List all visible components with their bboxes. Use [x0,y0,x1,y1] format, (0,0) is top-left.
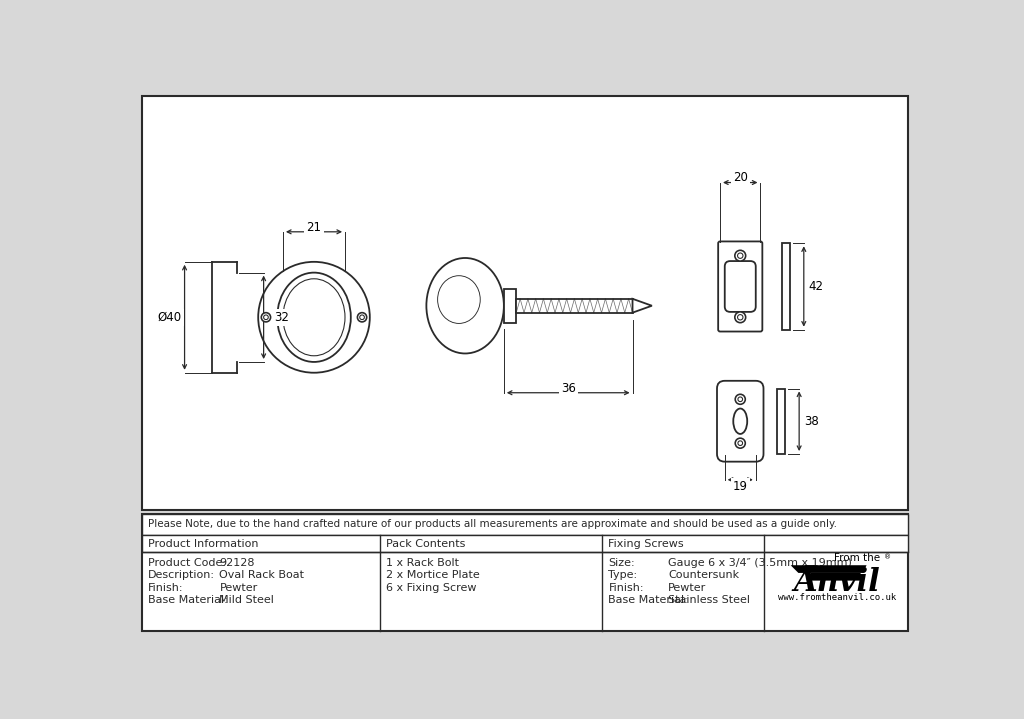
Circle shape [738,441,742,446]
Text: Oval Rack Boat: Oval Rack Boat [219,570,304,580]
Ellipse shape [437,275,480,324]
Bar [142,513,907,631]
Bar [516,299,633,313]
Circle shape [357,313,367,322]
Text: 19: 19 [733,480,748,493]
Circle shape [258,262,370,372]
Ellipse shape [278,273,351,362]
Circle shape [735,438,745,448]
Text: Please Note, due to the hand crafted nature of our products all measurements are: Please Note, due to the hand crafted nat… [148,519,838,529]
Text: Pack Contents: Pack Contents [386,539,466,549]
Bar [142,535,907,552]
Ellipse shape [426,258,504,354]
Text: 6 x Fixing Screw: 6 x Fixing Screw [386,582,476,592]
Text: 92128: 92128 [219,558,255,568]
Text: Stainless Steel: Stainless Steel [669,595,751,605]
Text: Countersunk: Countersunk [669,570,739,580]
Circle shape [735,250,745,261]
Circle shape [359,315,365,319]
Bar [504,289,516,323]
Text: 20: 20 [733,170,748,183]
Circle shape [737,253,743,258]
Text: Ø40: Ø40 [158,311,182,324]
Text: Description:: Description: [148,570,215,580]
Text: Product Information: Product Information [148,539,259,549]
Text: Product Code:: Product Code: [148,558,226,568]
Circle shape [735,394,745,404]
Text: 2 x Mortice Plate: 2 x Mortice Plate [386,570,480,580]
Text: 38: 38 [804,415,818,428]
Circle shape [737,315,743,320]
Text: Mild Steel: Mild Steel [219,595,274,605]
Text: 21: 21 [306,221,322,234]
Text: Pewter: Pewter [669,582,707,592]
Circle shape [261,313,270,322]
Text: 1 x Rack Bolt: 1 x Rack Bolt [386,558,459,568]
Text: Gauge 6 x 3/4″ (3.5mm x 19mm): Gauge 6 x 3/4″ (3.5mm x 19mm) [669,558,852,568]
Bar [142,513,907,535]
Text: Size:: Size: [608,558,635,568]
Polygon shape [633,299,652,313]
Text: Base Material:: Base Material: [148,595,228,605]
Text: Fixing Screws: Fixing Screws [608,539,684,549]
Bar [777,388,785,454]
Text: Type:: Type: [608,570,638,580]
Text: www.fromtheanvil.co.uk: www.fromtheanvil.co.uk [778,593,896,602]
Bar [142,96,907,510]
Text: Base Material:: Base Material: [608,595,688,605]
Polygon shape [808,573,863,581]
FancyBboxPatch shape [725,261,756,312]
Text: 32: 32 [274,311,290,324]
Text: Finish:: Finish: [608,582,644,592]
Text: Anvil: Anvil [794,567,881,597]
Polygon shape [791,565,814,573]
Circle shape [738,397,742,402]
Ellipse shape [283,279,345,356]
Text: From the: From the [835,552,881,562]
Text: Finish:: Finish: [148,582,183,592]
Polygon shape [805,565,866,573]
Text: 42: 42 [809,280,823,293]
Bar [782,243,790,329]
Circle shape [263,315,268,319]
Circle shape [735,312,745,323]
Text: 36: 36 [561,382,575,395]
Ellipse shape [733,408,748,434]
FancyBboxPatch shape [718,242,762,331]
Text: ®: ® [884,554,891,561]
FancyBboxPatch shape [717,381,764,462]
Text: Pewter: Pewter [219,582,258,592]
